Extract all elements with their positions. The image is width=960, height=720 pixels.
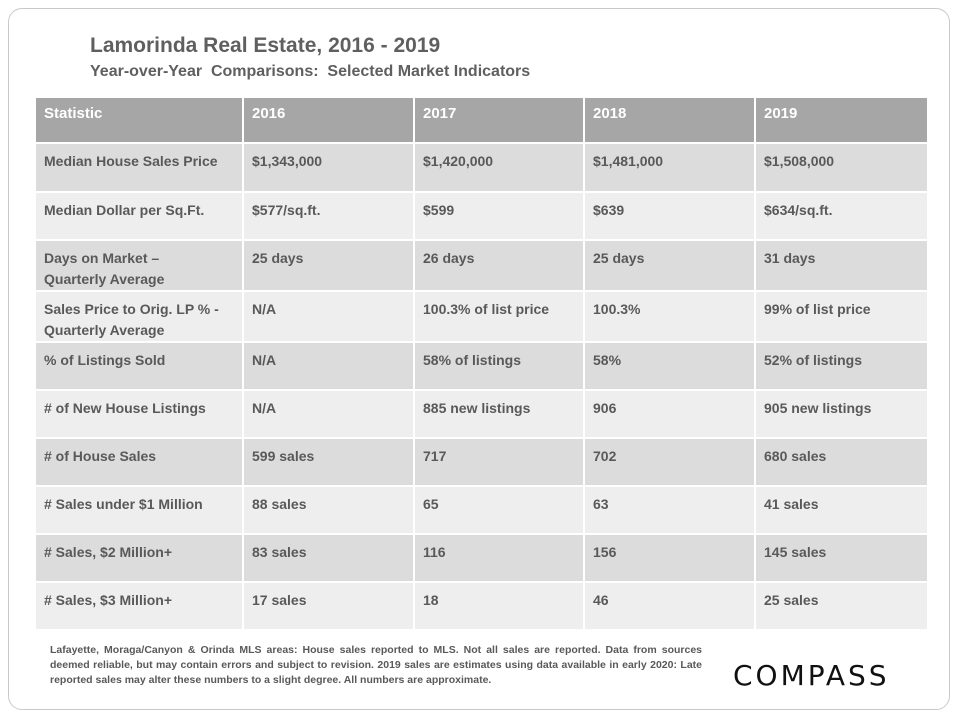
- row-label-cell: # of New House Listings: [34, 389, 244, 439]
- table-cell: 58% of listings: [413, 341, 585, 391]
- table-row: # Sales, $2 Million+ 83 sales 116 156 145 sa…: [34, 533, 929, 583]
- row-label-cell: # Sales under $1 Million: [34, 485, 244, 535]
- table-cell: 156: [583, 533, 756, 583]
- table-cell: $634/sq.ft.: [754, 191, 929, 241]
- row-label-cell: Median Dollar per Sq.Ft.: [34, 191, 244, 241]
- table-row: # of New House Listings N/A 885 new listin…: [34, 389, 929, 439]
- table-cell: 18: [413, 581, 585, 631]
- table-row: # of House Sales 599 sales 717 702 680 sales: [34, 437, 929, 487]
- row-label-cell: Days on Market – Quarterly Average: [34, 239, 244, 292]
- compass-logo-text: COMPASS: [733, 659, 890, 692]
- table-cell: 83 sales: [242, 533, 415, 583]
- table-cell: 52% of listings: [754, 341, 929, 391]
- table-cell: 99% of list price: [754, 290, 929, 343]
- table-header-row: Statistic 2016 2017 2018 2019: [34, 96, 929, 144]
- table-cell: 680 sales: [754, 437, 929, 487]
- table-row: Median Dollar per Sq.Ft. $577/sq.ft. $599 $…: [34, 191, 929, 241]
- table-cell: N/A: [242, 290, 415, 343]
- row-label-cell: Median House Sales Price: [34, 142, 244, 193]
- table-cell: 63: [583, 485, 756, 535]
- header-cell-2019: 2019: [754, 96, 929, 144]
- table-cell: $1,343,000: [242, 142, 415, 193]
- table-body: Median House Sales Price $1,343,000 $1,420…: [34, 142, 929, 631]
- table-cell: 26 days: [413, 239, 585, 292]
- table-cell: 905 new listings: [754, 389, 929, 439]
- table-cell: 906: [583, 389, 756, 439]
- table-cell: $1,481,000: [583, 142, 756, 193]
- page-title: Lamorinda Real Estate, 2016 - 2019: [90, 34, 441, 57]
- row-label-cell: # of House Sales: [34, 437, 244, 487]
- row-label-cell: # Sales, $2 Million+: [34, 533, 244, 583]
- header-cell-2018: 2018: [583, 96, 756, 144]
- table-row: # Sales, $3 Million+ 17 sales 18 46 25 sales: [34, 581, 929, 631]
- table-row: Sales Price to Orig. LP % - Quarterly Ave…: [34, 290, 929, 343]
- header-cell-statistic: Statistic: [34, 96, 244, 144]
- table-cell: N/A: [242, 341, 415, 391]
- row-label-cell: Sales Price to Orig. LP % - Quarterly Ave…: [34, 290, 244, 343]
- page-subtitle: Year-over-Year Comparisons: Selected Mar…: [90, 63, 531, 80]
- table-cell: 58%: [583, 341, 756, 391]
- table-cell: 41 sales: [754, 485, 929, 535]
- table-row: Days on Market – Quarterly Average 25 days…: [34, 239, 929, 292]
- table-cell: 599 sales: [242, 437, 415, 487]
- table-cell: 145 sales: [754, 533, 929, 583]
- table-cell: 25 days: [583, 239, 756, 292]
- table-cell: $577/sq.ft.: [242, 191, 415, 241]
- market-indicators-table: Statistic 2016 2017 2018 2019 Median Hou…: [34, 96, 929, 631]
- header-cell-2016: 2016: [242, 96, 415, 144]
- row-label-cell: # Sales, $3 Million+: [34, 581, 244, 631]
- table-cell: 17 sales: [242, 581, 415, 631]
- table-row: % of Listings Sold N/A 58% of listings 58% 5…: [34, 341, 929, 391]
- table-cell: $639: [583, 191, 756, 241]
- table-cell: 46: [583, 581, 756, 631]
- table-cell: 65: [413, 485, 585, 535]
- table-cell: N/A: [242, 389, 415, 439]
- table-cell: 717: [413, 437, 585, 487]
- table-cell: 25 sales: [754, 581, 929, 631]
- table-row: Median House Sales Price $1,343,000 $1,420…: [34, 142, 929, 193]
- table-cell: $599: [413, 191, 585, 241]
- table-cell: 116: [413, 533, 585, 583]
- table-cell: 31 days: [754, 239, 929, 292]
- header-cell-2017: 2017: [413, 96, 585, 144]
- compass-logo: COMPASS: [733, 659, 890, 692]
- table-cell: $1,420,000: [413, 142, 585, 193]
- footnote: Lafayette, Moraga/Canyon & Orinda MLS ar…: [50, 644, 702, 686]
- table-cell: 88 sales: [242, 485, 415, 535]
- table-cell: 100.3%: [583, 290, 756, 343]
- row-label-cell: % of Listings Sold: [34, 341, 244, 391]
- table-row: # Sales under $1 Million 88 sales 65 63 41 s…: [34, 485, 929, 535]
- table-cell: 885 new listings: [413, 389, 585, 439]
- table-cell: $1,508,000: [754, 142, 929, 193]
- table-cell: 100.3% of list price: [413, 290, 585, 343]
- table-cell: 25 days: [242, 239, 415, 292]
- table-cell: 702: [583, 437, 756, 487]
